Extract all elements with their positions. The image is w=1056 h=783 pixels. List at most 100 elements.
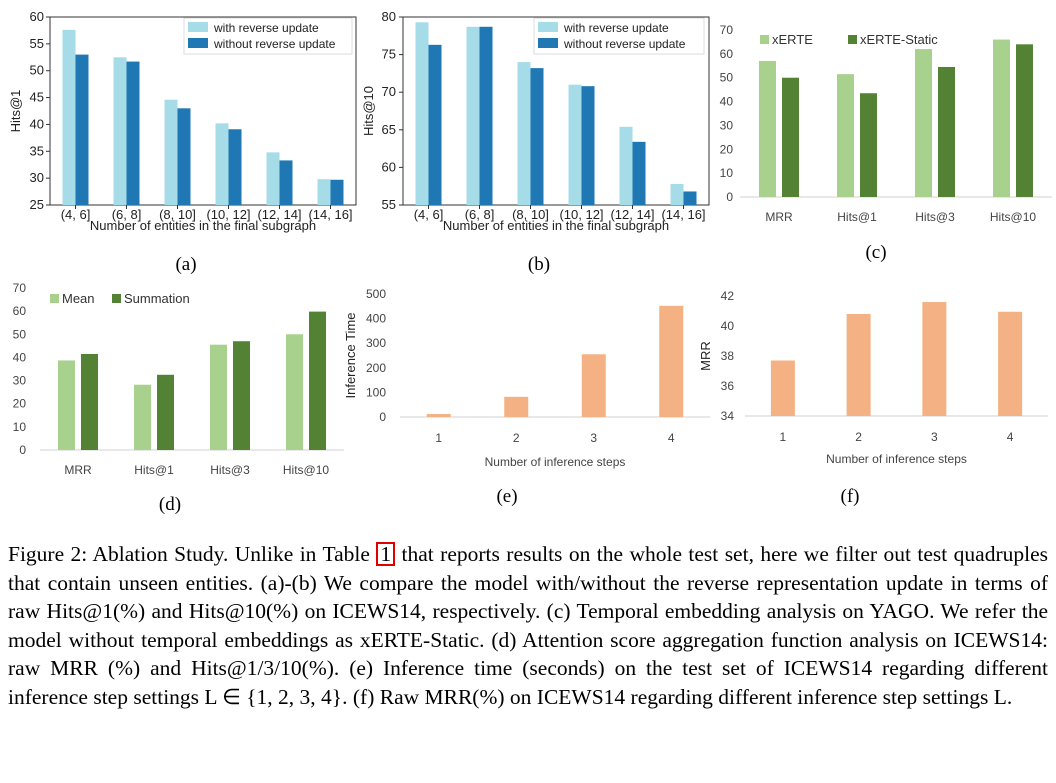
bar-b-s0-3 bbox=[568, 84, 582, 205]
bar-a-s1-1 bbox=[126, 61, 140, 205]
y-axis-label: Inference Time bbox=[343, 313, 358, 399]
x-axis-label: Number of inference steps bbox=[826, 452, 967, 466]
bar-d-s1-3 bbox=[309, 311, 326, 450]
figure-caption: Figure 2: Ablation Study. Unlike in Tabl… bbox=[8, 540, 1048, 711]
legend-label: xERTE bbox=[772, 32, 813, 47]
y-tick-label: 50 bbox=[13, 327, 27, 341]
legend-swatch bbox=[188, 38, 208, 48]
bar-b-s0-0 bbox=[415, 22, 429, 205]
bar-a-s1-4 bbox=[279, 160, 293, 205]
y-tick-label: 65 bbox=[382, 122, 396, 137]
panel-label: (f) bbox=[841, 486, 860, 507]
x-axis-label: Number of inference steps bbox=[485, 455, 626, 469]
legend-box bbox=[533, 17, 705, 55]
bar-e-s0-3 bbox=[659, 305, 684, 417]
y-tick-label: 40 bbox=[30, 116, 44, 131]
legend-swatch bbox=[188, 22, 208, 32]
bar-a-s0-3 bbox=[215, 123, 229, 205]
x-tick-label: (6, 8] bbox=[112, 207, 142, 222]
x-axis-label: Number of entities in the final subgraph bbox=[90, 218, 316, 233]
y-tick-label: 100 bbox=[366, 385, 386, 399]
bar-a-s0-4 bbox=[266, 152, 280, 205]
y-axis-label: MRR bbox=[698, 341, 713, 371]
bar-d-s0-2 bbox=[210, 344, 227, 450]
x-tick-label: (4, 6] bbox=[61, 207, 91, 222]
x-tick-label: 4 bbox=[1007, 430, 1014, 444]
x-tick-label: 3 bbox=[590, 431, 597, 445]
bar-a-s0-2 bbox=[164, 99, 178, 205]
y-axis-label: Hits@1 bbox=[8, 90, 23, 133]
panel-label: (a) bbox=[175, 254, 196, 275]
y-tick-label: 30 bbox=[30, 170, 44, 185]
bar-e-s0-1 bbox=[504, 396, 529, 417]
y-tick-label: 25 bbox=[30, 197, 44, 212]
y-tick-label: 40 bbox=[720, 95, 734, 109]
caption-prefix: Figure 2: Ablation Study. Unlike in Tabl… bbox=[8, 542, 377, 566]
x-tick-label: Hits@1 bbox=[134, 463, 174, 477]
y-tick-label: 20 bbox=[13, 397, 27, 411]
bar-c-s0-2 bbox=[915, 49, 932, 198]
legend: Mean Summation bbox=[50, 291, 190, 306]
x-tick-label: 3 bbox=[931, 430, 938, 444]
chart-a: 25 30 35 40 45 50 55 60 (4, 6] (6, 8] (8, 10] (10, … bbox=[8, 9, 357, 275]
table-reference-link[interactable]: 1 bbox=[376, 542, 396, 566]
x-tick-label: (12, 14] bbox=[257, 207, 301, 222]
x-tick-label: Hits@10 bbox=[283, 463, 330, 477]
y-tick-label: 60 bbox=[13, 304, 27, 318]
y-tick-label: 10 bbox=[13, 420, 27, 434]
y-tick-label: 0 bbox=[726, 190, 733, 204]
panel-label: (d) bbox=[159, 494, 181, 515]
chart-e: 0 100 200 300 400 500 1 2 3 4 Number of inference … bbox=[343, 287, 710, 507]
x-tick-label: (10, 12] bbox=[206, 207, 250, 222]
bar-c-s1-0 bbox=[782, 77, 799, 197]
y-tick-label: 70 bbox=[13, 281, 27, 295]
caption-text: that reports results on the whole test s… bbox=[8, 542, 1048, 709]
y-tick-label: 36 bbox=[721, 379, 735, 393]
panel-label: (c) bbox=[865, 242, 886, 263]
bar-b-s0-2 bbox=[517, 62, 531, 206]
y-tick-label: 55 bbox=[30, 36, 44, 51]
x-tick-label: (8, 10] bbox=[159, 207, 196, 222]
bar-b-s1-5 bbox=[683, 191, 697, 205]
legend: xERTE xERTE-Static bbox=[760, 32, 938, 47]
y-tick-label: 50 bbox=[30, 63, 44, 78]
bar-a-s1-0 bbox=[75, 54, 89, 205]
x-tick-label: 1 bbox=[780, 430, 787, 444]
y-axis-label: Hits@10 bbox=[361, 86, 376, 136]
plot-frame bbox=[49, 16, 357, 206]
bar-b-s0-1 bbox=[466, 26, 480, 205]
legend-swatch bbox=[848, 35, 857, 44]
bar-e-s0-0 bbox=[426, 414, 451, 417]
y-tick-label: 60 bbox=[382, 159, 396, 174]
x-tick-label: (14, 16] bbox=[661, 207, 705, 222]
y-tick-label: 400 bbox=[366, 312, 386, 326]
x-tick-label: MRR bbox=[765, 210, 793, 224]
bar-d-s1-2 bbox=[233, 341, 250, 450]
bar-c-s1-1 bbox=[860, 93, 877, 197]
bar-f-s0-0 bbox=[770, 360, 795, 416]
bar-b-s1-3 bbox=[581, 86, 595, 205]
bar-b-s1-4 bbox=[632, 141, 646, 205]
bar-c-s0-0 bbox=[759, 61, 776, 198]
x-tick-label: 4 bbox=[668, 431, 675, 445]
x-tick-label: Hits@3 bbox=[915, 210, 955, 224]
legend-swatch bbox=[538, 38, 558, 48]
bar-a-s0-0 bbox=[62, 29, 76, 205]
y-tick-label: 40 bbox=[721, 319, 735, 333]
bar-a-s0-1 bbox=[113, 57, 127, 206]
bar-d-s1-0 bbox=[81, 353, 98, 450]
legend-swatch bbox=[538, 22, 558, 32]
y-tick-label: 300 bbox=[366, 336, 386, 350]
y-tick-label: 80 bbox=[382, 9, 396, 24]
y-tick-label: 55 bbox=[382, 197, 396, 212]
x-tick-label: Hits@3 bbox=[210, 463, 250, 477]
y-tick-label: 0 bbox=[379, 410, 386, 424]
bar-d-s0-1 bbox=[134, 384, 151, 450]
bar-a-s0-5 bbox=[317, 179, 331, 205]
x-axis-label: Number of entities in the final subgraph bbox=[443, 218, 669, 233]
legend-swatch bbox=[760, 35, 769, 44]
bar-f-s0-3 bbox=[998, 311, 1023, 416]
legend-label: Mean bbox=[62, 291, 95, 306]
y-tick-label: 38 bbox=[721, 349, 735, 363]
x-tick-label: Hits@1 bbox=[837, 210, 877, 224]
